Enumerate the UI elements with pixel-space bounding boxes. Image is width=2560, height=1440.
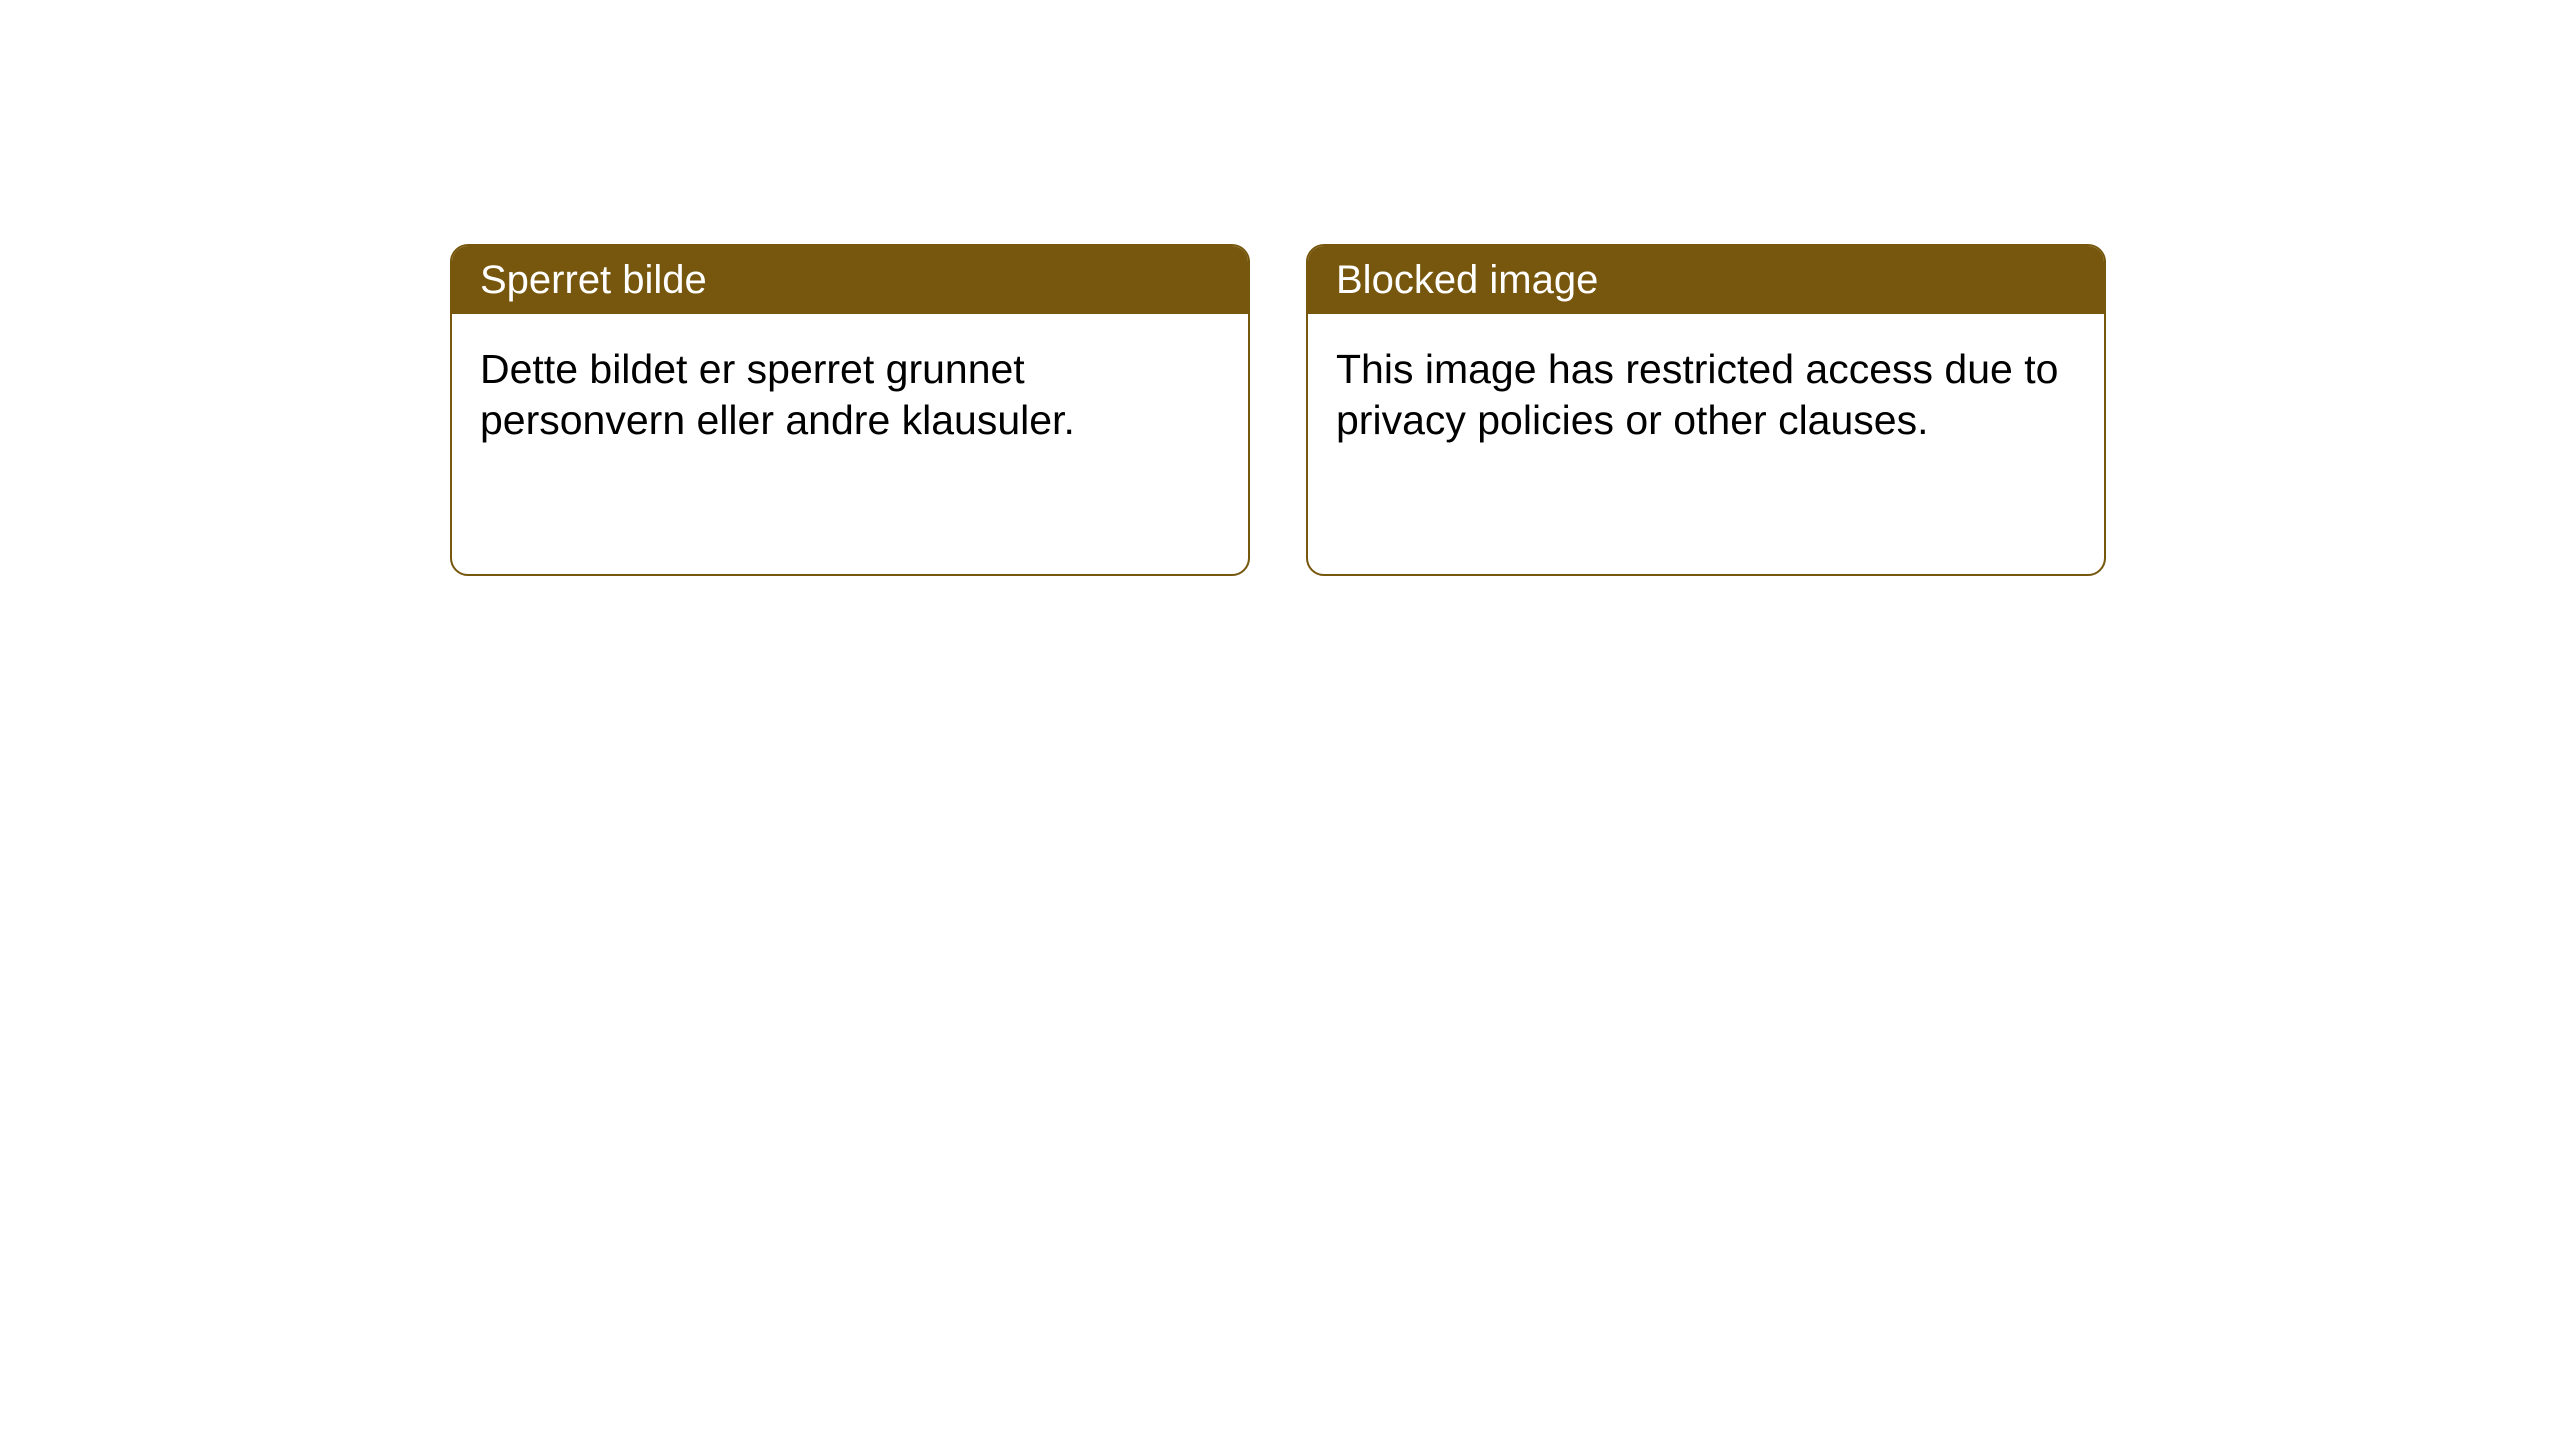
notice-card-english: Blocked image This image has restricted …	[1306, 244, 2106, 576]
notice-card-norwegian: Sperret bilde Dette bildet er sperret gr…	[450, 244, 1250, 576]
notice-body-norwegian: Dette bildet er sperret grunnet personve…	[452, 314, 1248, 477]
notice-body-english: This image has restricted access due to …	[1308, 314, 2104, 477]
notice-header-english: Blocked image	[1308, 246, 2104, 314]
notice-header-norwegian: Sperret bilde	[452, 246, 1248, 314]
notice-container: Sperret bilde Dette bildet er sperret gr…	[450, 244, 2106, 576]
